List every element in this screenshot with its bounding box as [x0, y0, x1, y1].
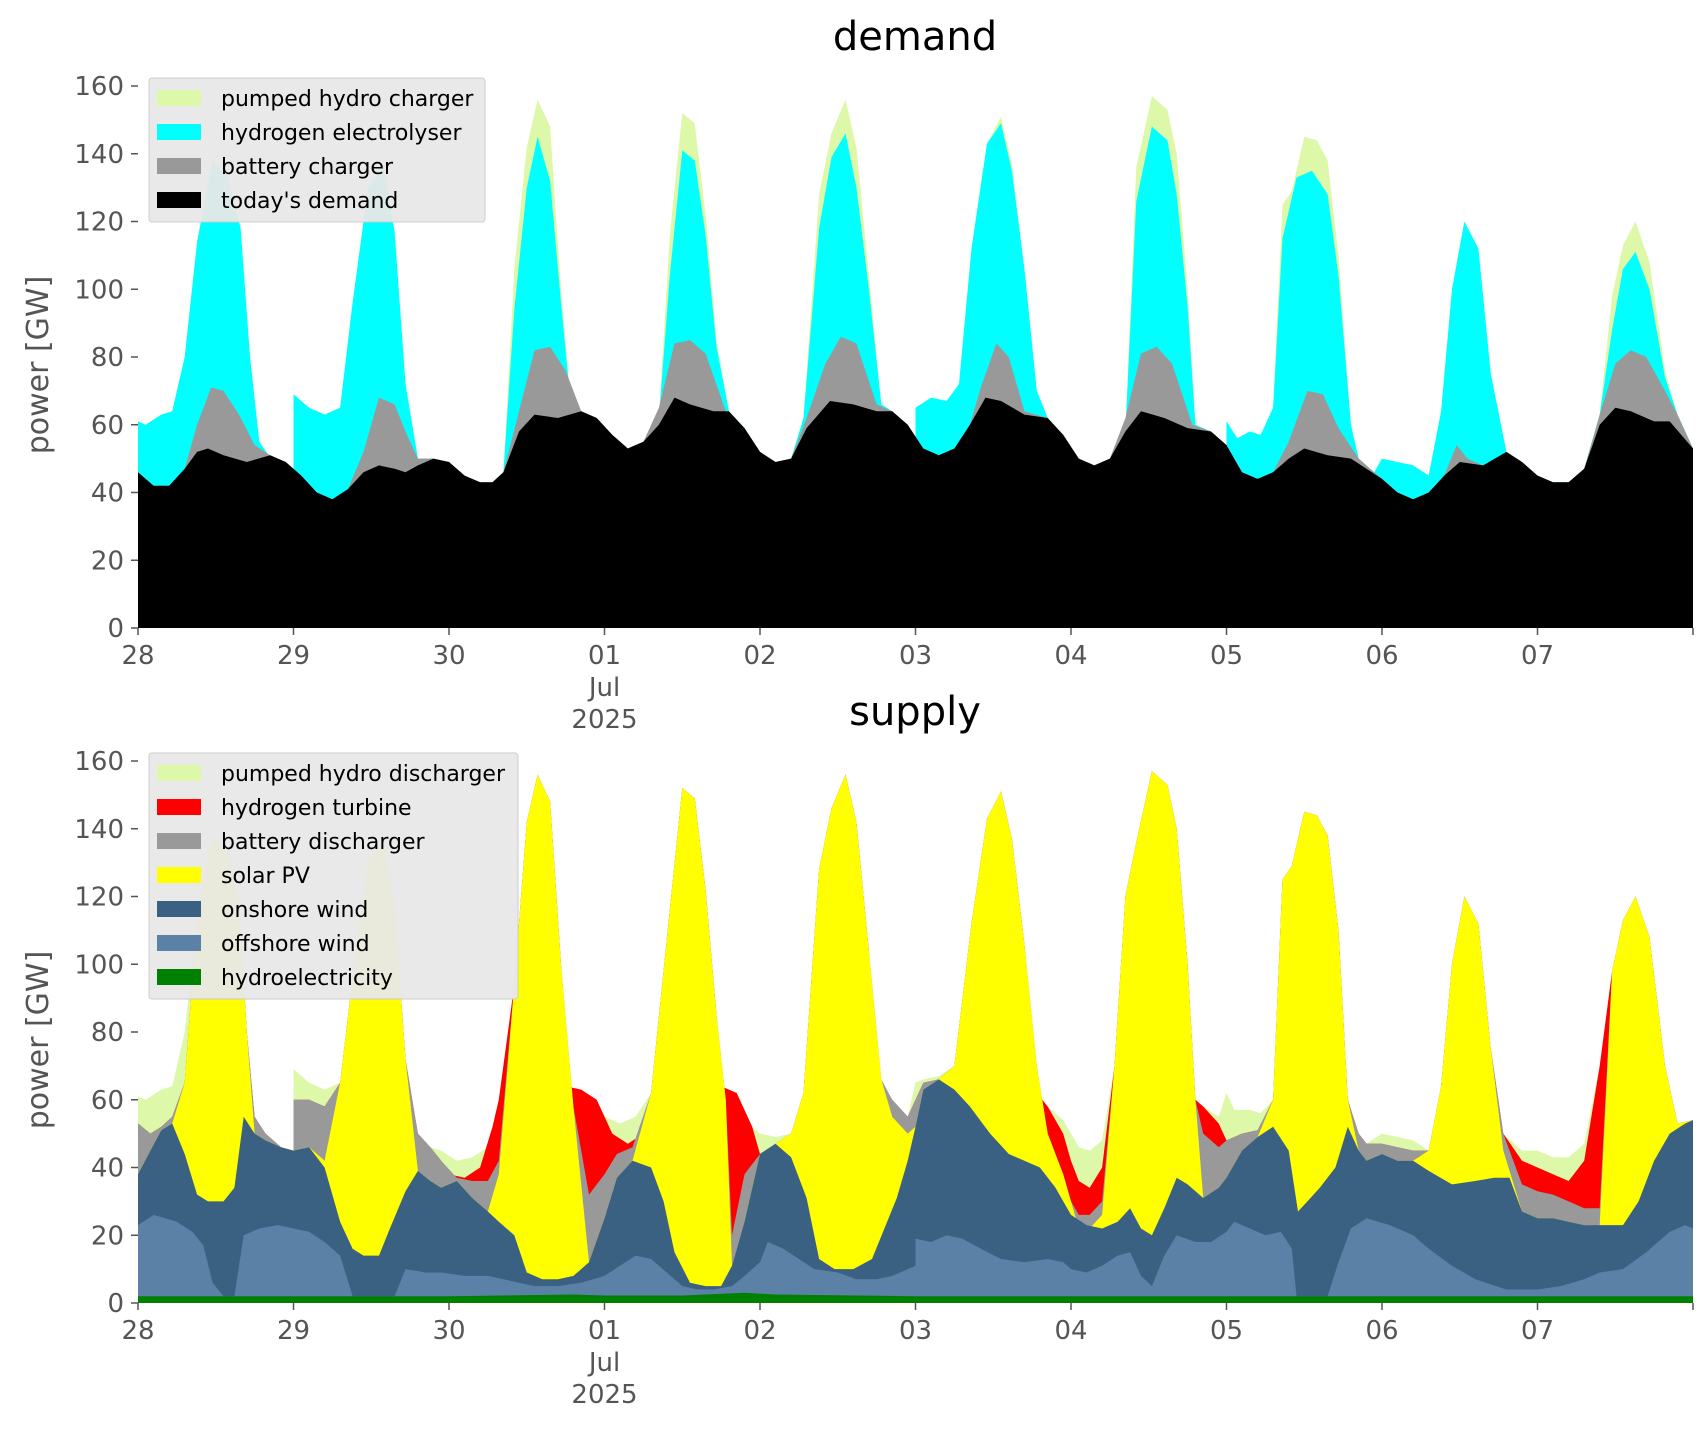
x-tick-label: 04: [1054, 641, 1087, 671]
legend-label-solar-pv: solar PV: [221, 864, 310, 889]
y-tick-label: 0: [107, 614, 124, 644]
x-tick-label: 06: [1365, 1316, 1398, 1346]
x-tick-label: 29: [277, 641, 310, 671]
y-tick-label: 140: [74, 815, 124, 845]
x-tick-label: 02: [743, 1316, 776, 1346]
x-tick-label: 05: [1210, 641, 1243, 671]
legend-swatch-hydroelectricity: [157, 969, 201, 985]
y-tick-label: 40: [91, 479, 124, 509]
x-tick-label: 07: [1521, 641, 1554, 671]
x-tick-label: 05: [1210, 1316, 1243, 1346]
area-today-s-demand: [138, 397, 1693, 628]
legend-label-hydrogen-electrolyser: hydrogen electrolyser: [221, 121, 462, 146]
x-tick-label: 04: [1054, 1316, 1087, 1346]
legend-label-today-s-demand: today's demand: [221, 189, 398, 214]
x-tick-label: 06: [1365, 641, 1398, 671]
x-tick-sublabel: 2025: [571, 1380, 637, 1410]
x-tick-label: 28: [121, 1316, 154, 1346]
legend-label-battery-discharger: battery discharger: [221, 830, 426, 855]
x-tick-label: 07: [1521, 1316, 1554, 1346]
y-tick-label: 100: [74, 275, 124, 305]
area-offshore-wind: [138, 1214, 1693, 1303]
x-tick-label: 01: [588, 1316, 621, 1346]
legend-box: [148, 77, 486, 223]
y-tick-label: 160: [74, 747, 124, 777]
x-tick-label: 30: [432, 641, 465, 671]
y-tick-label: 20: [91, 1221, 124, 1251]
supply-legend: pumped hydro discharger hydrogen turbine b…: [148, 752, 519, 1000]
y-tick-label: 80: [91, 343, 124, 373]
legend-label-battery-charger: battery charger: [221, 155, 394, 180]
demand-y-axis-label: power [GW]: [21, 276, 56, 455]
legend-swatch-onshore-wind: [157, 901, 201, 917]
legend-swatch-pumped-hydro-charger: [157, 90, 201, 106]
x-tick-sublabel: 2025: [571, 705, 637, 735]
legend-label-onshore-wind: onshore wind: [221, 898, 368, 923]
legend-swatch-hydrogen-turbine: [157, 799, 201, 815]
y-tick-label: 120: [74, 883, 124, 913]
legend-label-pumped-hydro-discharger: pumped hydro discharger: [221, 762, 506, 787]
legend-label-hydrogen-turbine: hydrogen turbine: [221, 796, 412, 821]
y-tick-label: 40: [91, 1154, 124, 1184]
area-solar-pv: [138, 771, 1693, 1303]
legend-label-pumped-hydro-charger: pumped hydro charger: [221, 87, 474, 112]
x-tick-label: 02: [743, 641, 776, 671]
demand-areas: [138, 96, 1693, 629]
legend-swatch-battery-charger: [157, 158, 201, 174]
x-tick-sublabel: Jul: [587, 673, 620, 703]
area-hydroelectricity: [138, 1292, 1693, 1303]
y-tick-label: 80: [91, 1018, 124, 1048]
x-tick-label: 29: [277, 1316, 310, 1346]
x-tick-sublabel: Jul: [587, 1348, 620, 1378]
x-tick-label: 30: [432, 1316, 465, 1346]
legend-swatch-battery-discharger: [157, 833, 201, 849]
y-tick-label: 0: [107, 1289, 124, 1319]
x-tick-label: 01: [588, 641, 621, 671]
y-tick-label: 140: [74, 140, 124, 170]
y-tick-label: 60: [91, 411, 124, 441]
y-tick-label: 120: [74, 208, 124, 238]
supply-y-axis-label: power [GW]: [21, 951, 56, 1130]
x-tick-label: 03: [899, 1316, 932, 1346]
y-tick-label: 100: [74, 950, 124, 980]
legend-swatch-hydrogen-electrolyser: [157, 124, 201, 140]
y-tick-label: 160: [74, 72, 124, 102]
x-tick-label: 03: [899, 641, 932, 671]
legend-swatch-today-s-demand: [157, 192, 201, 208]
supply-panel: supply power [GW] 0204060801001201401602…: [21, 689, 1694, 1410]
y-tick-label: 20: [91, 546, 124, 576]
demand-panel: demand power [GW] 0204060801001201401602…: [21, 14, 1694, 735]
supply-chart-title: supply: [849, 689, 981, 735]
demand-chart-title: demand: [833, 14, 997, 60]
legend-label-offshore-wind: offshore wind: [221, 932, 370, 957]
legend-swatch-offshore-wind: [157, 935, 201, 951]
legend-box: [148, 752, 519, 1000]
legend-label-hydroelectricity: hydroelectricity: [221, 966, 393, 991]
supply-areas: [138, 771, 1693, 1303]
x-tick-label: 28: [121, 641, 154, 671]
y-tick-label: 60: [91, 1086, 124, 1116]
legend-swatch-solar-pv: [157, 867, 201, 883]
area-onshore-wind: [138, 1079, 1693, 1303]
demand-legend: pumped hydro charger hydrogen electrolyse…: [148, 77, 486, 223]
legend-swatch-pumped-hydro-discharger: [157, 765, 201, 781]
